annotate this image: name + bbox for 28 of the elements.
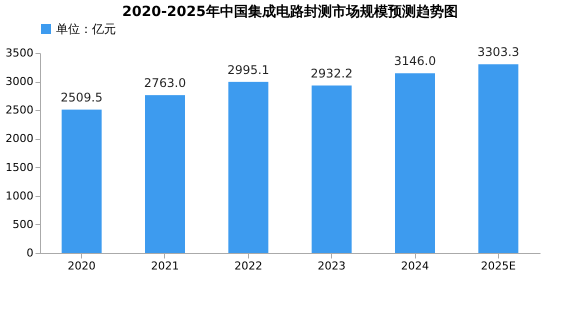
y-tick-label: 1000 <box>6 189 34 202</box>
bar <box>312 85 352 253</box>
y-tick-label: 3500 <box>6 46 34 60</box>
bar <box>145 95 185 253</box>
x-tick-label: 2025E <box>480 260 516 272</box>
y-tick-label: 1500 <box>6 160 34 174</box>
bar <box>395 73 435 253</box>
data-label: 2995.1 <box>227 62 270 77</box>
bar <box>478 64 518 253</box>
chart-title: 2020-2025年中国集成电路封测市场规模预测趋势图 <box>122 3 458 20</box>
bar <box>62 110 102 253</box>
x-tick-label: 2020 <box>68 260 96 272</box>
data-label: 3146.0 <box>394 54 436 68</box>
bar <box>228 82 268 253</box>
data-label: 2509.5 <box>60 90 103 105</box>
x-tick-label: 2022 <box>234 260 262 272</box>
y-tick-label: 2000 <box>6 132 34 146</box>
x-tick-label: 2021 <box>151 260 179 272</box>
y-tick-label: 3000 <box>6 75 34 88</box>
y-tick-label: 0 <box>26 246 34 260</box>
x-tick-label: 2024 <box>401 260 429 272</box>
y-tick-label: 2500 <box>6 104 34 117</box>
x-tick-label: 2023 <box>318 260 346 272</box>
data-label: 2932.2 <box>310 66 353 80</box>
legend-label: 单位：亿元 <box>56 22 116 36</box>
y-tick-label: 500 <box>12 218 34 231</box>
data-label: 3303.3 <box>477 45 520 60</box>
data-label: 2763.0 <box>144 76 186 90</box>
